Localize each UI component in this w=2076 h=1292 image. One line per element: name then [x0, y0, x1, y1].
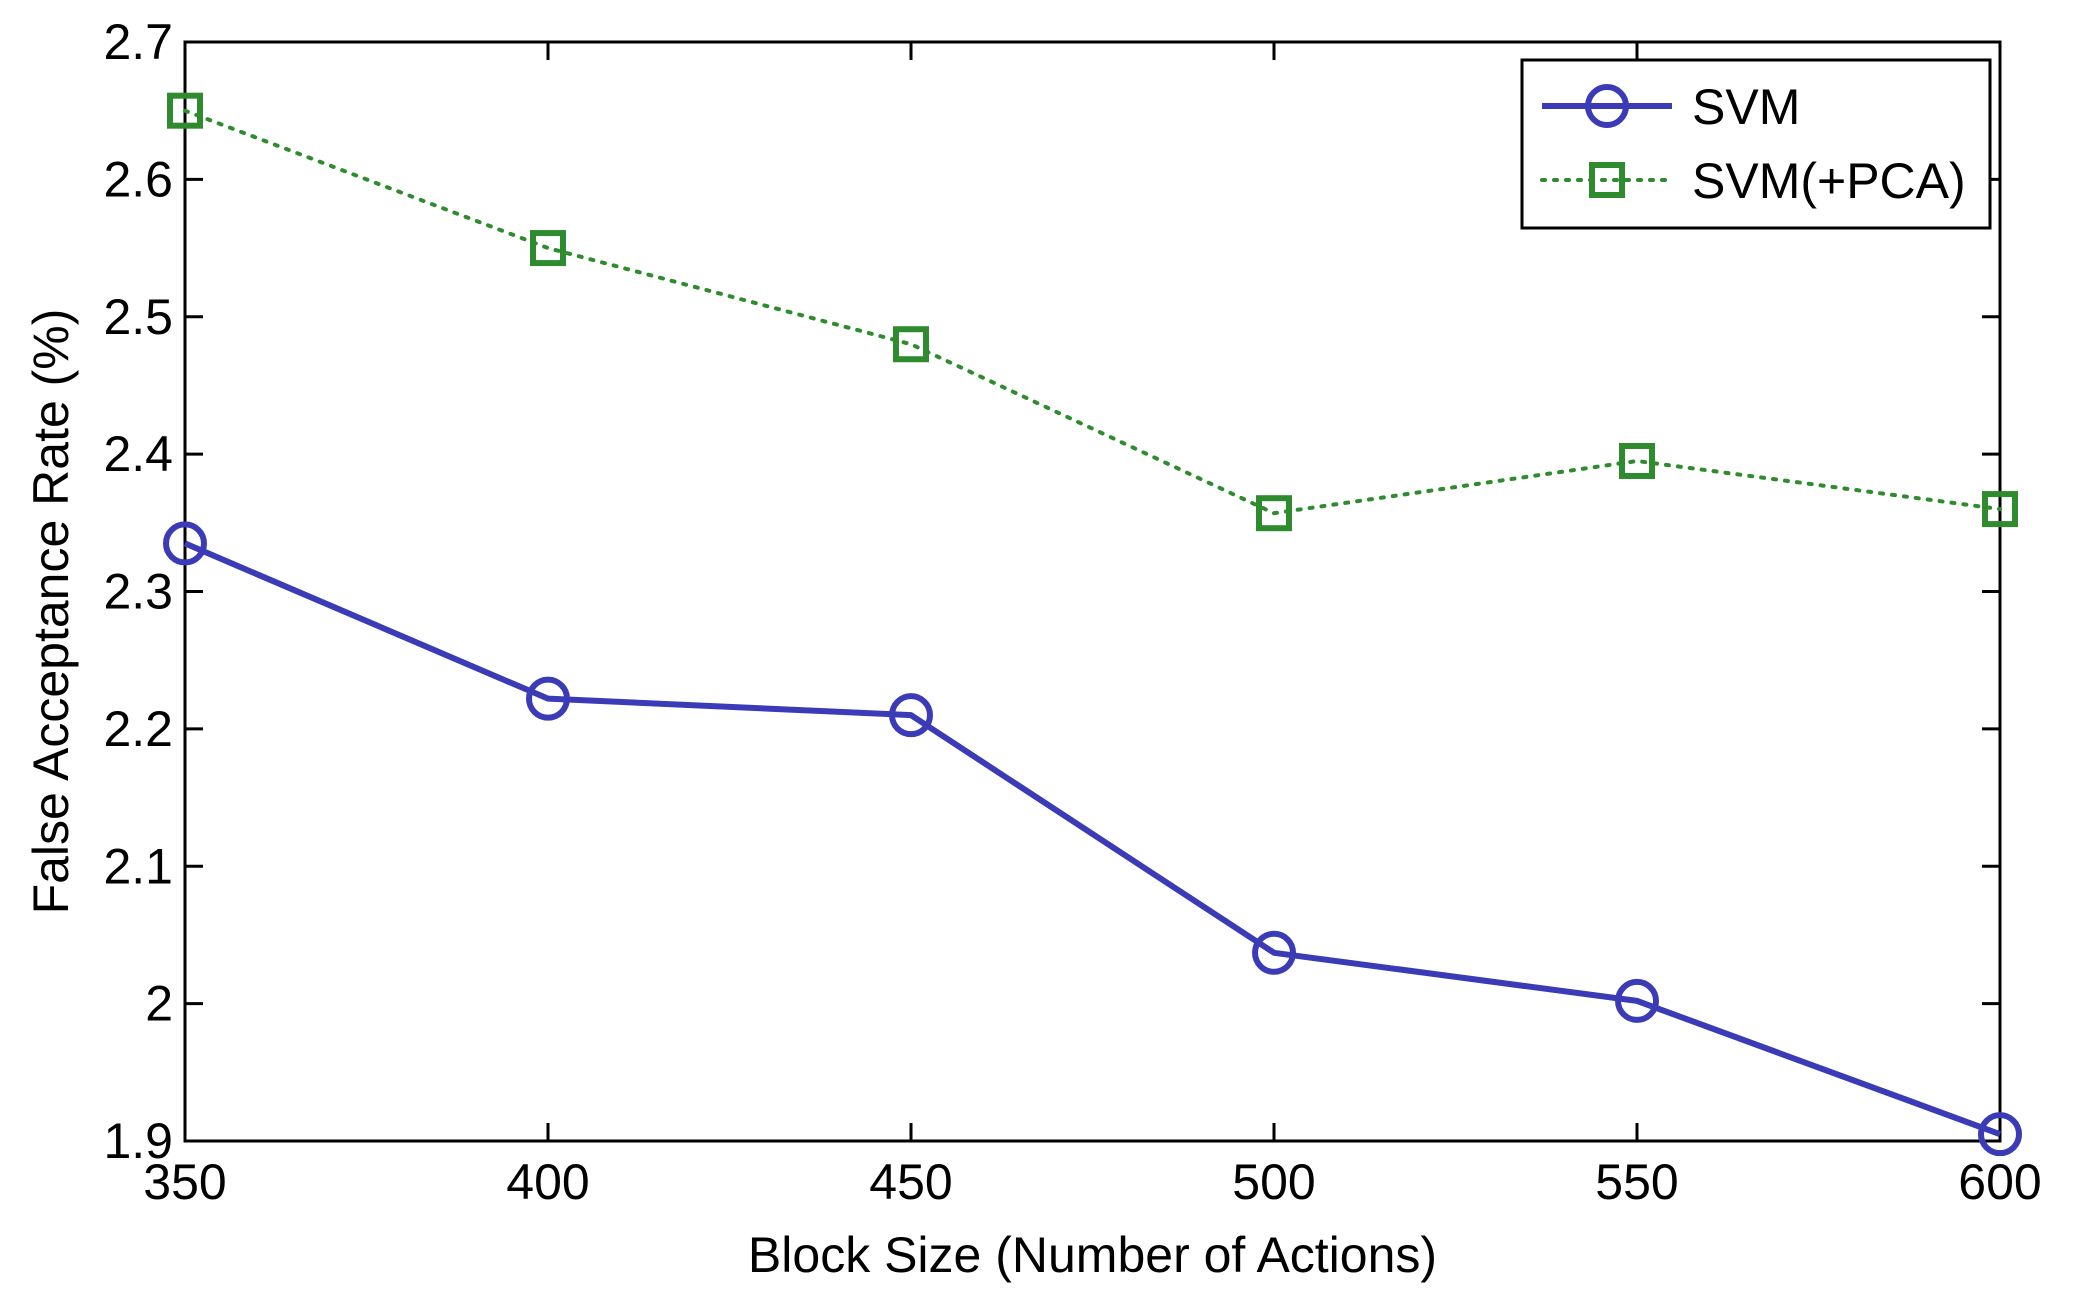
data-point-svm-pca-600 [1982, 491, 2018, 528]
y-tick-label-2.2: 2.2 [103, 701, 173, 757]
x-tick-label-550: 550 [1595, 1154, 1678, 1210]
series-line-svm [183, 540, 2002, 1137]
data-point-svm-500 [1252, 930, 1296, 975]
y-tick-label-2.6: 2.6 [103, 151, 173, 207]
data-point-svm-350 [163, 521, 207, 566]
legend-label-svm-pca: SVM(+PCA) [1692, 153, 1966, 209]
x-tick-label-450: 450 [869, 1154, 952, 1210]
x-axis-title: Block Size (Number of Actions) [748, 1227, 1437, 1283]
x-tick-labels: 350 400 450 500 550 600 [143, 1154, 2041, 1210]
y-tick-label-2.4: 2.4 [103, 426, 173, 482]
axis-ticks [183, 40, 2002, 1143]
y-tick-label-1.9: 1.9 [103, 1113, 173, 1169]
legend-marker-svm [1585, 84, 1629, 128]
data-point-svm-pca-350 [167, 92, 203, 129]
y-axis-title: False Acceptance Rate (%) [23, 309, 79, 915]
y-tick-label-2.5: 2.5 [103, 289, 173, 345]
x-tick-label-400: 400 [506, 1154, 589, 1210]
data-point-svm-550 [1615, 978, 1659, 1023]
data-point-svm-400 [526, 676, 570, 721]
legend-marker-svm-pca [1589, 162, 1625, 198]
data-point-svm-450 [889, 693, 933, 738]
series-group [163, 92, 2022, 1157]
data-point-svm-pca-450 [893, 326, 929, 363]
y-tick-label-2.3: 2.3 [103, 564, 173, 620]
x-tick-label-600: 600 [1958, 1154, 2041, 1210]
y-tick-labels: 1.9 2 2.1 2.2 2.3 2.4 2.5 2.6 2.7 [103, 14, 173, 1169]
data-point-svm-pca-550 [1619, 442, 1655, 479]
x-tick-label-350: 350 [143, 1154, 226, 1210]
data-point-svm-pca-500 [1256, 495, 1292, 532]
data-point-svm-600 [1978, 1112, 2022, 1157]
legend-label-svm: SVM [1692, 79, 1800, 135]
y-tick-label-2.1: 2.1 [103, 838, 173, 894]
y-tick-label-2.7: 2.7 [103, 14, 173, 70]
y-tick-label-2: 2 [145, 976, 173, 1032]
data-point-svm-pca-400 [530, 230, 566, 267]
x-tick-label-500: 500 [1232, 1154, 1315, 1210]
legend: SVM SVM(+PCA) [1520, 58, 1992, 230]
series-line-svm-pca [183, 108, 2002, 516]
